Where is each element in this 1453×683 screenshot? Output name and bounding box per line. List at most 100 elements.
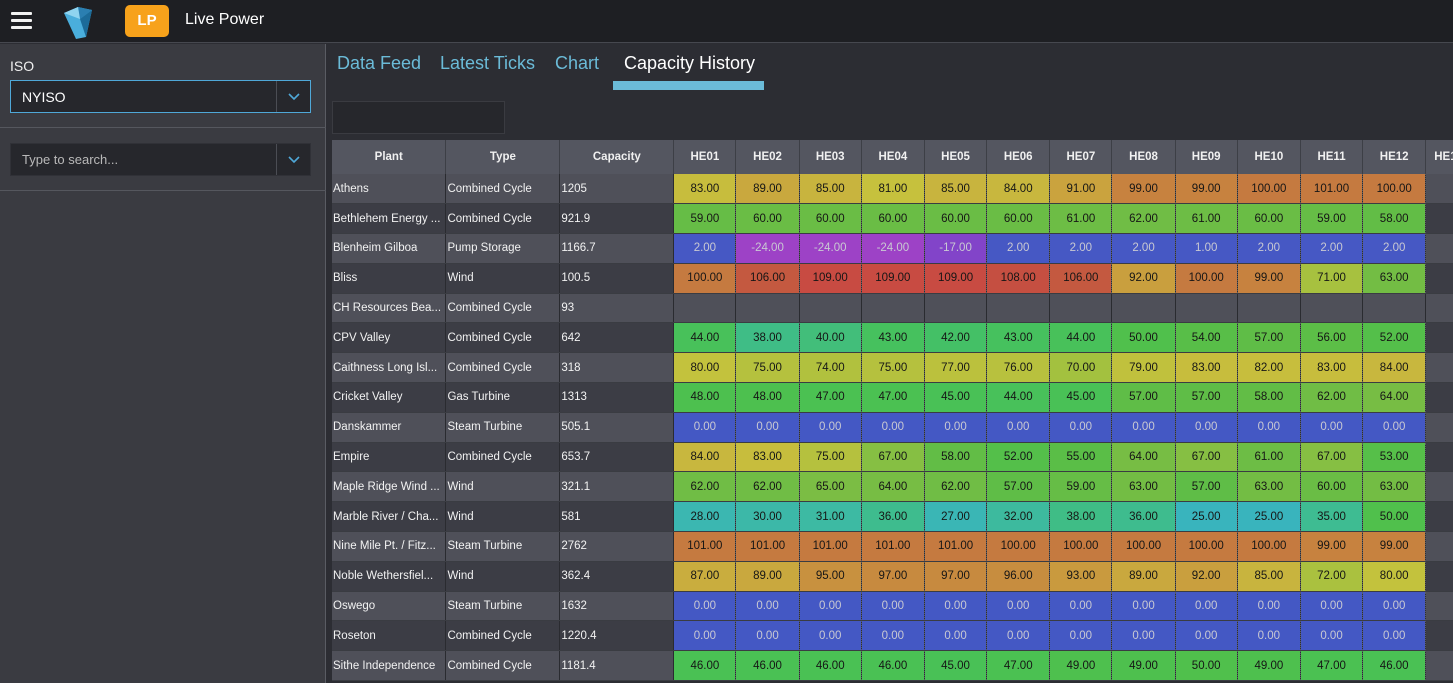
table-row[interactable]: Empire Combined Cycle 653.7 84.00 83.00 75.00… <box>332 442 1453 473</box>
cell-plant: Roseton <box>332 620 447 652</box>
column-header-type[interactable]: Type <box>445 140 561 174</box>
cell-hour-value: 60.00 <box>735 203 800 235</box>
cell-hour-value: 83.00 <box>735 442 800 473</box>
table-row[interactable]: Noble Wethersfiel... Wind 362.4 87.00 89.00 9… <box>332 561 1453 592</box>
cell-hour-value: 0.00 <box>924 412 988 443</box>
table-row[interactable]: Sithe Independence Combined Cycle 1181.4 46… <box>332 650 1453 682</box>
table-row[interactable]: Cricket Valley Gas Turbine 1313 48.00 48.00 4… <box>332 382 1453 413</box>
table-row[interactable]: Danskammer Steam Turbine 505.1 0.00 0.00 0.00… <box>332 412 1453 443</box>
table-row[interactable]: Athens Combined Cycle 1205 83.00 89.00 85.00 8… <box>332 174 1453 205</box>
cell-hour-value: 0.00 <box>1049 591 1113 622</box>
cell-hour-value: 0.00 <box>735 412 800 443</box>
cell-hour-value: 49.00 <box>1237 650 1301 682</box>
plant-search-input[interactable] <box>11 144 277 175</box>
tab-chart[interactable]: Chart <box>555 53 600 73</box>
column-header-he05[interactable]: HE05 <box>924 140 988 174</box>
column-header-capacity[interactable]: Capacity <box>559 140 675 174</box>
cell-hour-value: 0.00 <box>861 620 925 652</box>
cell-capacity: 2762 <box>559 531 675 562</box>
column-header-he07[interactable]: HE07 <box>1049 140 1113 174</box>
cell-hour-value: 84.00 <box>986 174 1051 205</box>
table-row[interactable]: Bliss Wind 100.5 100.00 106.00 109.00 109.00 10… <box>332 263 1453 294</box>
cell-hour-value: 62.00 <box>1111 203 1176 235</box>
cell-hour-value: 100.00 <box>986 531 1051 562</box>
column-header-plant[interactable]: Plant <box>332 140 447 174</box>
cell-hour-value: 100.00 <box>1175 531 1238 562</box>
table-row[interactable]: Bethlehem Energy ... Combined Cycle 921.9 5… <box>332 203 1453 235</box>
iso-dropdown-button[interactable] <box>276 81 310 112</box>
cell-plant: Caithness Long Isl... <box>332 352 447 384</box>
cell-hour-value: 2.00 <box>986 233 1051 264</box>
table-row[interactable]: Oswego Steam Turbine 1632 0.00 0.00 0.00 0.00 0… <box>332 591 1453 622</box>
cell-hour-value: 52.00 <box>1362 322 1427 354</box>
cell-type: Combined Cycle <box>445 352 561 384</box>
app-logo-icon <box>64 7 92 39</box>
table-row[interactable]: Marble River / Cha... Wind 581 28.00 30.00 31… <box>332 501 1453 533</box>
cell-hour-value: 67.00 <box>861 442 925 473</box>
hamburger-menu-icon[interactable] <box>11 12 32 30</box>
grid-filter-input[interactable] <box>332 101 505 134</box>
cell-type: Combined Cycle <box>445 322 561 354</box>
cell-type: Combined Cycle <box>445 174 561 205</box>
cell-hour-value: 62.00 <box>1300 382 1364 413</box>
column-header-he12[interactable]: HE12 <box>1362 140 1427 174</box>
cell-hour-value <box>1425 382 1453 413</box>
cell-hour-value: 100.00 <box>673 263 737 294</box>
cell-type: Steam Turbine <box>445 531 561 562</box>
cell-hour-value: 75.00 <box>735 352 800 384</box>
iso-select[interactable]: NYISO <box>10 80 311 113</box>
column-header-he06[interactable]: HE06 <box>986 140 1051 174</box>
table-row[interactable]: Blenheim Gilboa Pump Storage 1166.7 2.00 -24… <box>332 233 1453 264</box>
cell-hour-value: 67.00 <box>1175 442 1238 473</box>
column-header-he02[interactable]: HE02 <box>735 140 800 174</box>
column-header-he10[interactable]: HE10 <box>1237 140 1301 174</box>
cell-hour-value: 75.00 <box>799 442 862 473</box>
cell-capacity: 581 <box>559 501 675 533</box>
cell-type: Combined Cycle <box>445 203 561 235</box>
cell-hour-value: 0.00 <box>1049 620 1113 652</box>
table-row[interactable]: Maple Ridge Wind ... Wind 321.1 62.00 62.00 6… <box>332 471 1453 503</box>
table-row[interactable]: Roseton Combined Cycle 1220.4 0.00 0.00 0.00 0… <box>332 620 1453 652</box>
cell-hour-value: 0.00 <box>1111 620 1176 652</box>
tab-data-feed[interactable]: Data Feed <box>337 53 422 73</box>
search-dropdown-button[interactable] <box>276 144 310 175</box>
cell-hour-value: 0.00 <box>861 412 925 443</box>
cell-hour-value <box>1049 293 1113 324</box>
main-panel: Data Feed Latest Ticks Chart Capacity Hi… <box>327 44 1453 683</box>
column-header-he04[interactable]: HE04 <box>861 140 925 174</box>
cell-hour-value: 65.00 <box>799 471 862 503</box>
cell-hour-value: 64.00 <box>1362 382 1427 413</box>
table-row[interactable]: CPV Valley Combined Cycle 642 44.00 38.00 40.… <box>332 322 1453 354</box>
cell-capacity: 321.1 <box>559 471 675 503</box>
column-header-he09[interactable]: HE09 <box>1175 140 1238 174</box>
cell-hour-value: 61.00 <box>1175 203 1238 235</box>
column-header-he13[interactable]: HE13 <box>1425 140 1453 174</box>
table-row[interactable]: Nine Mile Pt. / Fitz... Steam Turbine 2762… <box>332 531 1453 562</box>
tab-latest-ticks[interactable]: Latest Ticks <box>440 53 536 73</box>
cell-hour-value: 0.00 <box>986 591 1051 622</box>
column-header-he11[interactable]: HE11 <box>1300 140 1364 174</box>
column-header-he01[interactable]: HE01 <box>673 140 737 174</box>
cell-plant: CH Resources Bea... <box>332 293 447 324</box>
cell-hour-value: 80.00 <box>673 352 737 384</box>
app-name: Live Power <box>185 11 265 28</box>
cell-hour-value: 0.00 <box>924 620 988 652</box>
table-row[interactable]: Caithness Long Isl... Combined Cycle 318 80… <box>332 352 1453 384</box>
cell-hour-value: 100.00 <box>1111 531 1176 562</box>
cell-hour-value: 101.00 <box>861 531 925 562</box>
cell-hour-value: 50.00 <box>1175 650 1238 682</box>
cell-hour-value: 0.00 <box>673 620 737 652</box>
cell-type: Steam Turbine <box>445 412 561 443</box>
cell-hour-value: -24.00 <box>861 233 925 264</box>
tab-capacity-history[interactable]: Capacity History <box>624 53 756 73</box>
plant-search[interactable] <box>10 143 311 176</box>
column-header-he08[interactable]: HE08 <box>1111 140 1176 174</box>
column-header-he03[interactable]: HE03 <box>799 140 862 174</box>
cell-hour-value <box>673 293 737 324</box>
tab-bar: Data Feed Latest Ticks Chart Capacity Hi… <box>327 44 1453 92</box>
cell-hour-value: 61.00 <box>1049 203 1113 235</box>
cell-hour-value: 49.00 <box>1111 650 1176 682</box>
table-row[interactable]: CH Resources Bea... Combined Cycle 93 <box>332 293 1453 324</box>
cell-hour-value: 60.00 <box>861 203 925 235</box>
cell-hour-value <box>986 293 1051 324</box>
